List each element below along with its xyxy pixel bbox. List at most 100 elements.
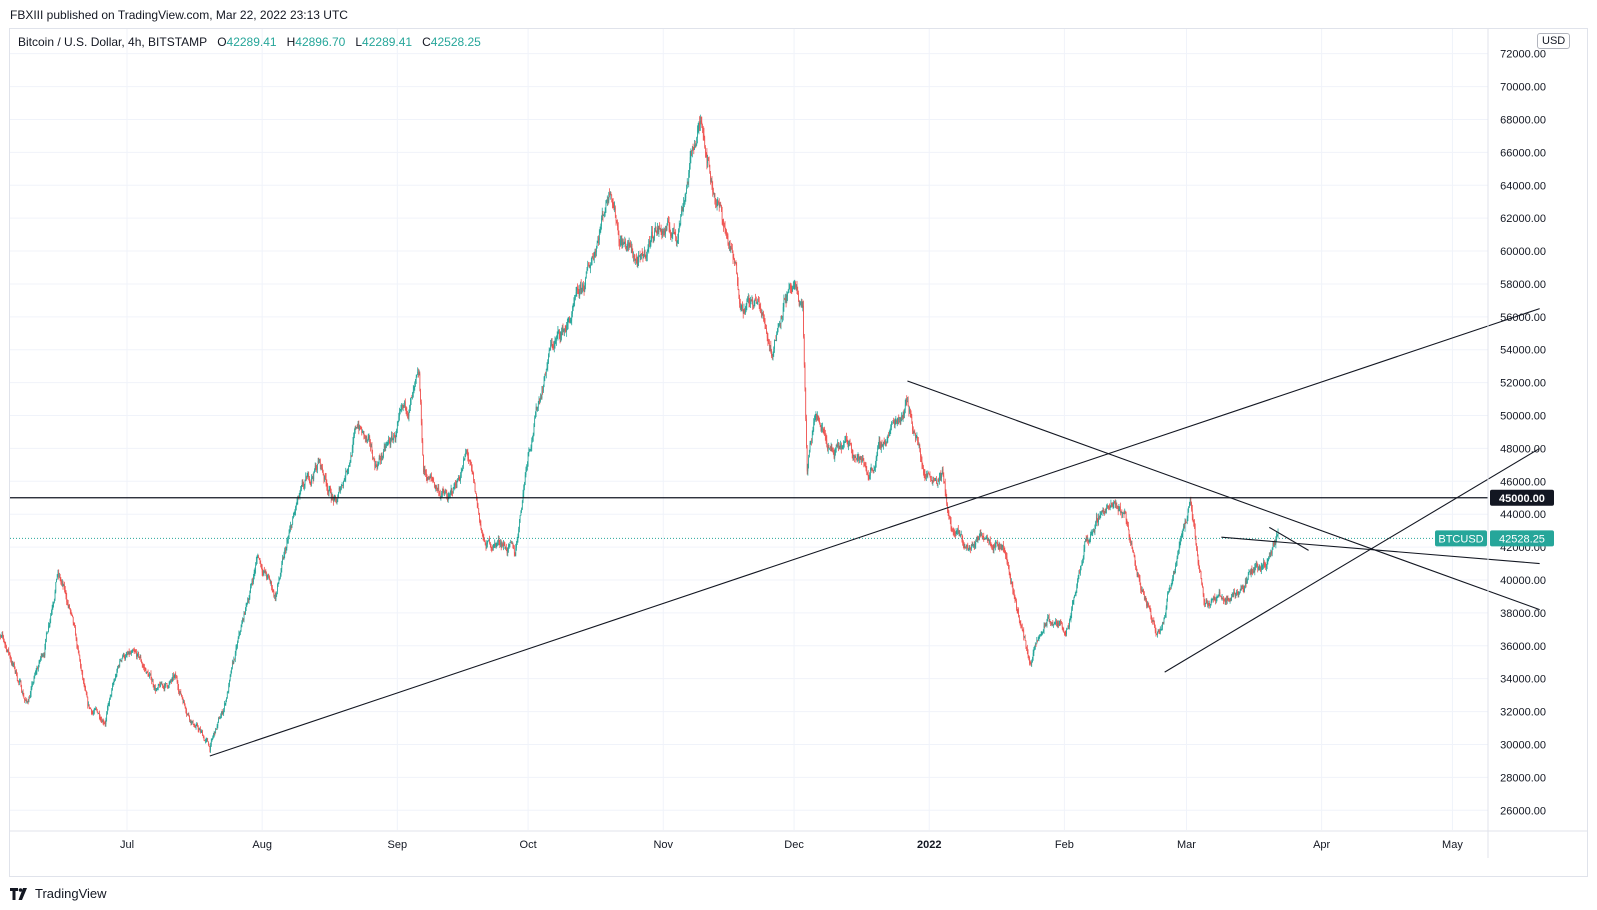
- price-tick-label: 26000.00: [1500, 805, 1546, 817]
- tradingview-branding[interactable]: TradingView: [10, 886, 107, 901]
- candle-body: [1068, 626, 1070, 627]
- candle-body: [875, 457, 877, 464]
- candle-body: [93, 710, 95, 713]
- candle-body: [33, 677, 35, 683]
- candle-body: [255, 565, 256, 571]
- candle-body: [407, 415, 409, 417]
- candle-body: [859, 456, 860, 460]
- candle-body: [902, 415, 903, 418]
- candle-body: [687, 181, 689, 183]
- candle-body: [336, 501, 338, 504]
- candle-body: [1046, 619, 1048, 626]
- candle-body: [1174, 569, 1176, 573]
- time-tick-label: Feb: [1055, 839, 1074, 851]
- candle-body: [883, 441, 884, 446]
- candle-body: [702, 126, 703, 129]
- candle-body: [609, 193, 611, 195]
- candle-body: [549, 349, 551, 351]
- candle-body: [1184, 521, 1186, 529]
- candle-body: [551, 342, 552, 345]
- candle-body: [827, 445, 828, 450]
- candle-body: [363, 431, 365, 436]
- candle-body: [1261, 566, 1263, 568]
- candle-body: [1026, 646, 1027, 648]
- candle-body: [1217, 596, 1219, 598]
- candle-body: [457, 480, 458, 482]
- candle-body: [101, 719, 102, 723]
- candle-body: [179, 691, 181, 693]
- candle-body: [343, 481, 344, 486]
- candle-body: [30, 693, 31, 699]
- candle-body: [1021, 627, 1023, 630]
- candle-body: [851, 449, 853, 454]
- candle-body: [434, 482, 435, 487]
- candle-body: [994, 545, 995, 547]
- candle-body: [267, 575, 269, 577]
- candle-body: [293, 512, 295, 516]
- candle-body: [630, 246, 632, 248]
- candle-body: [674, 232, 676, 235]
- candle-body: [1126, 520, 1128, 523]
- candle-body: [319, 459, 320, 462]
- candle-body: [1090, 533, 1092, 535]
- candle-body: [648, 240, 650, 248]
- candle-body: [673, 227, 674, 229]
- price-tick-label: 54000.00: [1500, 345, 1546, 357]
- candle-body: [225, 700, 227, 704]
- candle-body: [1177, 553, 1179, 559]
- candle-body: [1110, 503, 1112, 507]
- candle-body: [105, 719, 107, 724]
- candle-body: [713, 192, 714, 195]
- candle-body: [867, 474, 869, 477]
- candle-body: [949, 517, 951, 522]
- candle-body: [939, 473, 941, 477]
- candle-body: [16, 670, 17, 676]
- currency-button[interactable]: USD: [1537, 33, 1571, 49]
- candle-body: [1159, 629, 1161, 633]
- candle-body: [289, 528, 291, 534]
- candle-body: [668, 220, 669, 223]
- candle-body: [981, 534, 983, 536]
- candle-body: [804, 364, 806, 388]
- candle-body: [681, 209, 682, 216]
- candle-body: [1271, 548, 1273, 554]
- candle-body: [724, 226, 726, 230]
- candle-body: [577, 288, 578, 291]
- candle-body: [359, 426, 361, 429]
- candle-body: [580, 284, 581, 290]
- candle-body: [896, 420, 898, 423]
- candle-body: [472, 470, 474, 474]
- candle-body: [786, 296, 788, 302]
- candle-body: [1013, 590, 1014, 594]
- candle-body: [931, 480, 933, 484]
- candle-body: [1091, 531, 1093, 534]
- candle-body: [613, 204, 615, 211]
- candle-body: [132, 650, 134, 652]
- candle-body: [661, 232, 663, 234]
- candle-body: [270, 581, 272, 583]
- candle-body: [1149, 606, 1151, 612]
- high-label: H: [286, 35, 296, 49]
- candle-body: [372, 458, 374, 460]
- candle-body: [146, 671, 148, 673]
- candle-body: [780, 315, 782, 324]
- candle-body: [30, 688, 32, 694]
- candle-body: [1216, 596, 1218, 599]
- candle-body: [478, 508, 480, 513]
- candle-body: [644, 250, 646, 255]
- candle-body: [209, 746, 211, 751]
- candle-body: [658, 228, 660, 233]
- candle-body: [490, 546, 492, 548]
- candle-body: [333, 496, 334, 502]
- candle-body: [1229, 598, 1231, 601]
- candle-body: [1123, 512, 1125, 515]
- candle-body: [1056, 620, 1057, 625]
- time-tick-label: May: [1442, 839, 1463, 851]
- candle-body: [1180, 538, 1182, 543]
- candle-body: [1274, 542, 1275, 546]
- candle-body: [69, 608, 71, 611]
- candle-body: [585, 271, 587, 279]
- candle-body: [153, 684, 155, 689]
- candle-body: [202, 736, 204, 738]
